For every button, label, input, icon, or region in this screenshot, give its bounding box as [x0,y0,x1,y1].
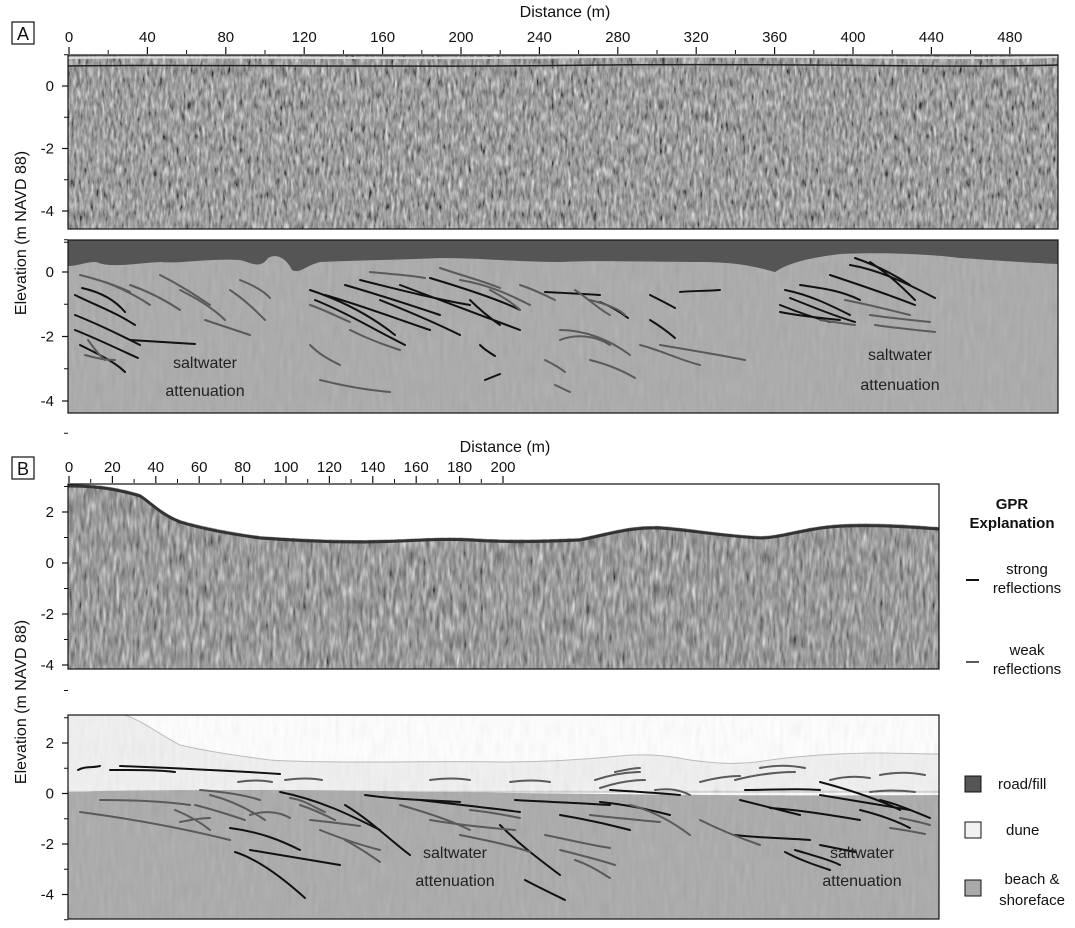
panel-b-weak-reflections [79,764,931,879]
y-tick-label: 0 [46,555,54,572]
panel-a-y-axis-bottom: 0 -2 -4 [41,239,68,434]
panel-b-interpretation: saltwater attenuation saltwater attenuat… [68,715,939,919]
panel-b-annotation-left-line1: saltwater [423,845,488,862]
panel-b-interpretation-frame [67,714,940,920]
x-tick-label: 480 [997,29,1022,46]
x-tick-label: 160 [370,29,395,46]
x-tick-label: 20 [104,459,121,476]
panel-a-radargram [68,55,1058,229]
panel-a-x-axis: 0 40 80 120 160 200 240 280 320 360 400 440 480 [65,29,1022,54]
panel-a: A Distance (m) 0 40 80 120 160 200 240 280 320 36… [11,4,1059,434]
x-tick-label: 80 [217,29,234,46]
x-tick-label: 80 [234,459,251,476]
legend-weak-line1: weak [1008,642,1045,659]
panel-b-y-axis-bottom: 2 0 -2 -4 [41,717,68,921]
x-tick-label: 120 [292,29,317,46]
legend-strong-line2: reflections [993,580,1061,597]
panel-a-letter: A [17,24,29,44]
panel-a-weak-reflections [79,267,936,393]
panel-b-annotation-left-line2: attenuation [415,873,494,890]
legend-title-line2: Explanation [969,515,1054,532]
panel-a-x-axis-title: Distance (m) [520,4,611,21]
x-tick-label: 200 [448,29,473,46]
panel-a-interpretation: saltwater attenuation saltwater attenuat… [68,240,1058,413]
x-tick-label: 320 [684,29,709,46]
panel-b-annotation-right-line2: attenuation [822,873,901,890]
x-tick-label: 40 [139,29,156,46]
panel-b-radargram-frame [67,483,940,670]
y-tick-label: -2 [41,329,54,346]
legend-road-fill-label: road/fill [998,776,1046,793]
panel-b-letter-box [11,456,35,480]
panel-a-y-axis-title: Elevation (m NAVD 88) [13,151,30,315]
y-tick-label: 2 [46,504,54,521]
legend-beach-line2: shoreface [999,892,1065,909]
y-tick-label: 0 [46,264,54,281]
panel-b-y-axis-title: Elevation (m NAVD 88) [13,620,30,784]
y-tick-label: -2 [41,606,54,623]
legend-title-line1: GPR [996,496,1029,513]
panel-b-letter: B [17,459,29,479]
panel-a-annotation-left-line1: saltwater [173,355,238,372]
legend-weak-line2: reflections [993,661,1061,678]
x-tick-label: 400 [840,29,865,46]
y-tick-label: 0 [46,78,54,95]
x-tick-label: 40 [147,459,164,476]
panel-a-strong-reflections [74,257,936,381]
x-tick-label: 280 [605,29,630,46]
y-tick-label: 0 [46,786,54,803]
panel-a-annotation-right-line1: saltwater [868,347,933,364]
panel-a-radargram-frame [67,54,1059,230]
panel-b-strong-reflections [77,765,931,901]
legend-beach-shoreface-swatch [964,879,982,897]
panel-a-y-axis-top: 0 -2 -4 [41,54,68,243]
panel-a-letter-box [11,21,35,45]
panel-b-x-axis-title: Distance (m) [460,439,551,456]
x-tick-label: 440 [919,29,944,46]
x-tick-label: 180 [447,459,472,476]
x-tick-label: 200 [490,459,515,476]
gpr-legend: GPR Explanation strong reflections weak … [964,496,1065,909]
legend-road-fill-swatch [964,775,982,793]
panel-b-annotation-right-line1: saltwater [830,845,895,862]
panel-b-y-axis-top: 2 0 -2 -4 [41,486,68,691]
panel-b-radargram [68,484,939,669]
panel-b-x-axis: 0 20 40 60 80 100 120 140 160 180 200 [65,459,516,483]
x-tick-label: 120 [317,459,342,476]
y-tick-label: 2 [46,735,54,752]
y-tick-label: -2 [41,141,54,158]
x-tick-label: 60 [191,459,208,476]
panel-a-annotation-right-line2: attenuation [860,377,939,394]
x-tick-label: 0 [65,459,73,476]
legend-strong-line1: strong [1006,561,1048,578]
x-tick-label: 140 [360,459,385,476]
x-tick-label: 0 [65,29,73,46]
x-tick-label: 360 [762,29,787,46]
x-tick-label: 240 [527,29,552,46]
y-tick-label: -2 [41,836,54,853]
legend-beach-line1: beach & [1004,871,1059,888]
panel-a-annotation-left-line2: attenuation [165,383,244,400]
y-tick-label: -4 [41,393,54,410]
panel-a-road-fill-unit [68,240,1058,272]
panel-b: B Distance (m) 0 20 40 60 80 100 120 140 160 180 2… [11,439,940,921]
legend-dune-swatch [964,821,982,839]
y-tick-label: -4 [41,887,54,904]
panel-a-interpretation-frame [67,239,1059,414]
legend-dune-label: dune [1006,822,1039,839]
y-tick-label: -4 [41,657,54,674]
y-tick-label: -4 [41,203,54,220]
x-tick-label: 160 [404,459,429,476]
x-tick-label: 100 [273,459,298,476]
